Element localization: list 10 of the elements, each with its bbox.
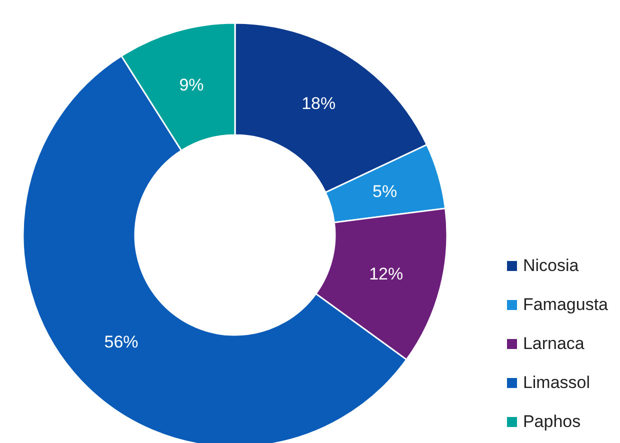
data-label: 5% (372, 182, 398, 201)
legend-label: Nicosia (522, 256, 579, 276)
data-label: 18% (302, 94, 336, 113)
data-label: 12% (369, 264, 404, 284)
data-label: 56% (104, 332, 138, 352)
legend-label: Larnaca (522, 334, 584, 354)
legend-label: Limassol (522, 372, 590, 392)
legend-label: Paphos (522, 412, 581, 432)
legend-label: Famagusta (522, 294, 608, 314)
data-label: 9% (179, 76, 204, 95)
